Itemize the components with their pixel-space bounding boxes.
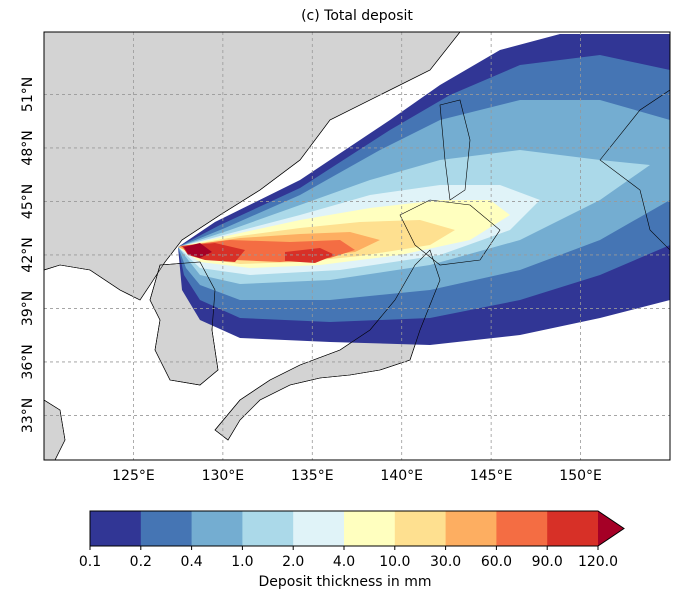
coastline	[44, 32, 461, 301]
colorbar-bin	[90, 511, 142, 546]
colorbar-tick-label: 120.0	[578, 554, 618, 570]
y-tick-label: 42°N	[20, 237, 36, 272]
deposit-core	[184, 243, 212, 258]
colorbar-tick-label: 90.0	[532, 554, 563, 570]
y-tick-label: 45°N	[20, 184, 36, 219]
coastline	[44, 399, 66, 460]
colorbar-bin	[140, 511, 193, 546]
x-tick-label: 125°E	[112, 468, 155, 484]
colorbar-bin	[344, 511, 396, 546]
colorbar-frame	[89, 510, 625, 547]
colorbar-tick-label: 2.0	[282, 554, 304, 570]
x-tick-label: 130°E	[202, 468, 245, 484]
colorbar-bin	[496, 511, 548, 546]
colorbar-bin	[191, 511, 243, 546]
colorbar-tick-label: 0.2	[130, 554, 152, 570]
colorbar-tick-label: 0.4	[180, 554, 202, 570]
colorbar-bin	[445, 511, 497, 546]
coastline	[149, 261, 219, 386]
colorbar-bin	[293, 511, 345, 546]
colorbar-extend	[598, 511, 624, 546]
y-tick-label: 51°N	[20, 77, 36, 112]
x-tick-label: 135°E	[291, 468, 334, 484]
colorbar-tick-label: 60.0	[481, 554, 512, 570]
y-tick-label: 33°N	[20, 398, 36, 433]
colorbar-tick-label: 0.1	[79, 554, 101, 570]
colorbar-bin	[242, 511, 294, 546]
colorbar-bin	[394, 511, 447, 546]
map-title: (c) Total deposit	[301, 8, 413, 24]
deposit-contour	[182, 243, 335, 263]
land	[44, 399, 66, 460]
map-frame	[43, 31, 671, 461]
map-area	[44, 32, 670, 460]
coastline	[439, 99, 471, 201]
y-tick-label: 48°N	[20, 130, 36, 165]
coastline	[214, 249, 441, 441]
coastline	[599, 89, 670, 251]
colorbar-tick-label: 4.0	[333, 554, 355, 570]
coastline	[399, 199, 501, 266]
colorbar-tick-label: 10.0	[379, 554, 410, 570]
colorbar-tick-label: 30.0	[430, 554, 461, 570]
y-tick-label: 36°N	[20, 344, 36, 379]
x-tick-label: 140°E	[380, 468, 423, 484]
colorbar-tick-label: 1.0	[231, 554, 253, 570]
colorbar-label: Deposit thickness in mm	[258, 574, 431, 590]
x-tick-label: 145°E	[470, 468, 513, 484]
y-tick-label: 39°N	[20, 291, 36, 326]
x-tick-label: 150°E	[559, 468, 602, 484]
colorbar-bin	[547, 511, 599, 546]
